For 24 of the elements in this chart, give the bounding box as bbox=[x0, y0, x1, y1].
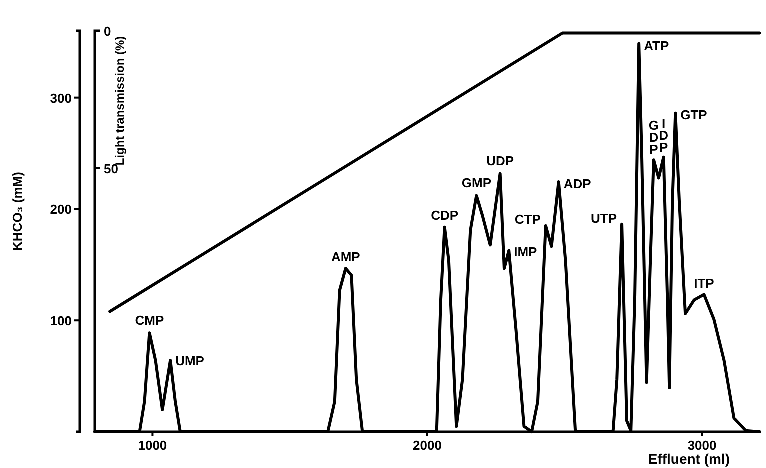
annotation: ITP bbox=[694, 276, 715, 291]
annotation: CDP bbox=[431, 208, 459, 224]
annotation: UTP bbox=[591, 210, 618, 226]
annotation: ATP bbox=[644, 38, 670, 54]
y-tick-label: 300 bbox=[50, 90, 72, 106]
annotation: GDP bbox=[648, 118, 659, 158]
annotation: IMP bbox=[514, 244, 538, 260]
x-axis-title: Effluent (ml) bbox=[648, 451, 730, 467]
annotation: CTP bbox=[514, 212, 542, 227]
y2-tick-label: 0 bbox=[104, 24, 112, 39]
y-axis-title: KHCO₃ (mM) bbox=[10, 172, 25, 251]
x-tick-label: 1000 bbox=[138, 438, 168, 453]
annotation: AMP bbox=[331, 249, 361, 264]
annotation: UDP bbox=[486, 153, 514, 168]
annotation: ADP bbox=[564, 176, 592, 192]
annotation: CMP bbox=[135, 312, 164, 328]
y-tick-label: 100 bbox=[50, 314, 72, 329]
annotation: IDP bbox=[659, 116, 669, 155]
annotation: GTP bbox=[680, 107, 708, 122]
annotation: UMP bbox=[176, 354, 205, 369]
annotation: GMP bbox=[462, 176, 492, 191]
x-tick-label: 3000 bbox=[688, 438, 717, 453]
y-tick-label: 200 bbox=[50, 202, 72, 218]
x-tick-label: 2000 bbox=[413, 438, 442, 453]
